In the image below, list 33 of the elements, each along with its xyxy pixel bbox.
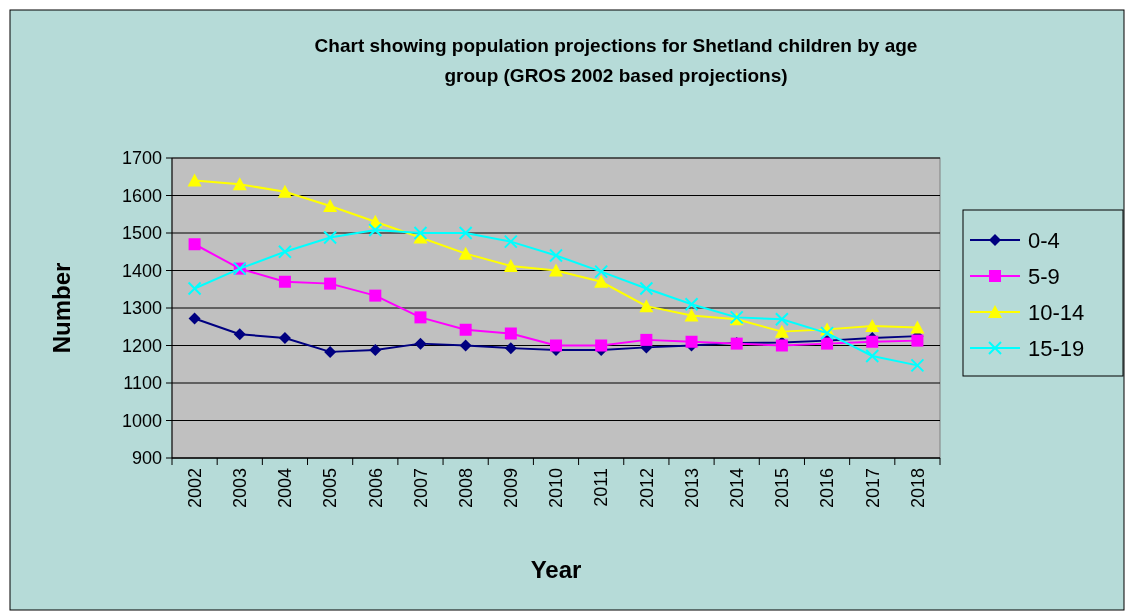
x-tick-label: 2013 xyxy=(681,468,702,509)
y-tick-label: 1000 xyxy=(121,410,162,431)
x-tick-label: 2002 xyxy=(184,468,205,509)
y-tick-label: 900 xyxy=(131,448,162,469)
y-tick-label: 1200 xyxy=(121,335,162,356)
x-tick-label: 2003 xyxy=(230,468,251,509)
x-tick-label: 2012 xyxy=(636,468,657,509)
y-tick-label: 1700 xyxy=(121,148,162,169)
x-tick-label: 2010 xyxy=(546,468,567,509)
y-axis-title: Number xyxy=(48,262,75,354)
legend-label: 15-19 xyxy=(1028,335,1085,361)
x-tick-label: 2004 xyxy=(275,468,296,509)
legend-label: 5-9 xyxy=(1028,263,1060,289)
x-tick-label: 2018 xyxy=(907,468,928,509)
y-tick-label: 1600 xyxy=(121,185,162,206)
x-axis-title: Year xyxy=(530,556,582,583)
y-tick-label: 1300 xyxy=(121,298,162,319)
x-tick-label: 2005 xyxy=(320,468,341,509)
x-tick-label: 2006 xyxy=(365,468,386,509)
legend-label: 0-4 xyxy=(1028,227,1060,253)
legend-label: 10-14 xyxy=(1028,299,1085,325)
y-tick-label: 1500 xyxy=(121,223,162,244)
x-tick-label: 2015 xyxy=(772,468,793,509)
chart-title: Chart showing population projections for Shetland children by age group (GROS 2002 based projections) xyxy=(314,35,918,86)
x-tick-label: 2009 xyxy=(501,468,522,509)
y-tick-label: 1400 xyxy=(121,260,162,281)
x-tick-label: 2017 xyxy=(862,468,883,509)
x-tick-label: 2008 xyxy=(455,468,476,509)
y-tick-label: 1100 xyxy=(123,373,162,394)
x-tick-label: 2011 xyxy=(591,468,612,507)
x-tick-label: 2007 xyxy=(410,468,431,509)
x-tick-label: 2014 xyxy=(727,468,748,509)
x-tick-label: 2016 xyxy=(817,468,838,509)
